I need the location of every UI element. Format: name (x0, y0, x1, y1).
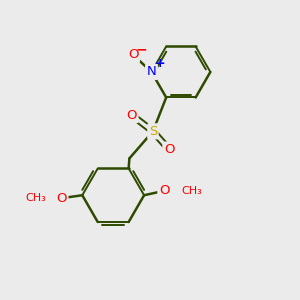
Text: CH₃: CH₃ (181, 186, 202, 196)
Text: O: O (127, 109, 137, 122)
Text: O: O (56, 192, 67, 205)
Text: O: O (159, 184, 169, 197)
Text: +: + (154, 57, 165, 70)
Text: O: O (164, 143, 174, 156)
Text: S: S (149, 125, 157, 138)
Text: −: − (136, 42, 147, 56)
Text: O: O (128, 48, 139, 62)
Text: CH₃: CH₃ (26, 193, 46, 203)
Text: N: N (147, 65, 156, 79)
